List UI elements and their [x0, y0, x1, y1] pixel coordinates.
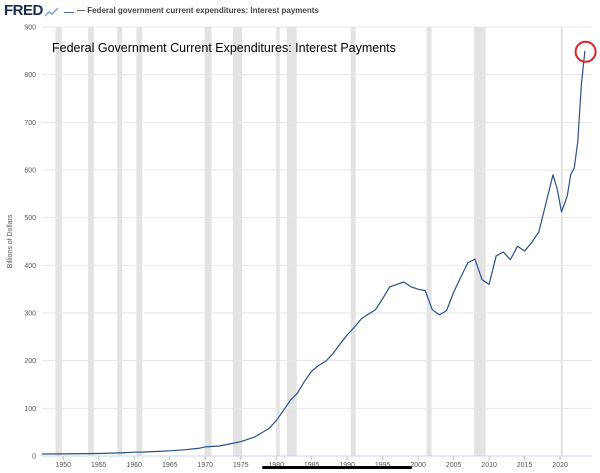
- y-tick-label: 600: [24, 168, 36, 175]
- annotation: [574, 40, 597, 63]
- home-indicator: [262, 466, 412, 469]
- recession-band: [117, 27, 123, 456]
- series-line: [41, 50, 586, 455]
- recession-band: [204, 27, 212, 456]
- recession-band: [474, 27, 486, 456]
- y-axis-ticks: 0 100 200 300 400 500 600 700 800 900: [24, 25, 36, 461]
- x-tick-label: 1985: [304, 462, 320, 469]
- y-tick-label: 300: [24, 311, 36, 318]
- annotation-circle: [574, 40, 597, 63]
- x-tick-label: 1970: [197, 462, 213, 469]
- x-tick-label: 2010: [481, 462, 497, 469]
- series-lines: [41, 50, 586, 455]
- legend-series-label: — Federal government current expenditure…: [77, 6, 319, 15]
- x-tick-label: 2000: [410, 462, 426, 469]
- chart-title: Federal Government Current Expenditures:…: [52, 41, 396, 55]
- recession-bands: [55, 27, 563, 456]
- x-tick-label: 1995: [375, 462, 391, 469]
- y-tick-label: 0: [32, 454, 36, 461]
- recession-band: [276, 27, 280, 456]
- x-tick-label: 1950: [56, 462, 72, 469]
- y-tick-label: 200: [24, 358, 36, 365]
- x-tick-label: 1980: [268, 462, 284, 469]
- recession-band: [560, 27, 563, 456]
- y-tick-label: 900: [24, 25, 36, 32]
- y-axis-label: Billions of Dollars: [7, 214, 14, 268]
- y-tick-label: 700: [24, 120, 36, 127]
- recession-band: [286, 27, 297, 456]
- x-tick-label: 1990: [339, 462, 355, 469]
- x-axis-ticks: 1950 1955 1960 1965 1970 1975 1980 1985 1990 1995…: [42, 455, 592, 469]
- y-tick-label: 400: [24, 263, 36, 270]
- legend-line-swatch: [64, 12, 74, 13]
- x-tick-label: 2015: [517, 462, 533, 469]
- y-tick-label: 800: [24, 72, 36, 79]
- recession-band: [88, 27, 94, 456]
- recession-band: [350, 27, 356, 456]
- x-tick-label: 2005: [446, 462, 462, 469]
- x-tick-label: 1965: [162, 462, 178, 469]
- x-tick-label: 1955: [91, 462, 107, 469]
- graph-mark-icon: [45, 7, 59, 17]
- y-tick-label: 100: [24, 406, 36, 413]
- gridlines: [42, 26, 592, 457]
- x-tick-label: 1960: [126, 462, 142, 469]
- y-tick-label: 500: [24, 215, 36, 222]
- fred-logo[interactable]: FRED: [4, 2, 43, 19]
- chart-header: FRED — Federal government current expend…: [0, 0, 600, 24]
- x-tick-label: 2020: [552, 462, 568, 469]
- recession-band: [232, 27, 243, 456]
- x-tick-label: 1975: [233, 462, 249, 469]
- recession-band: [55, 27, 62, 456]
- recession-band: [426, 27, 432, 456]
- recession-band: [136, 27, 143, 456]
